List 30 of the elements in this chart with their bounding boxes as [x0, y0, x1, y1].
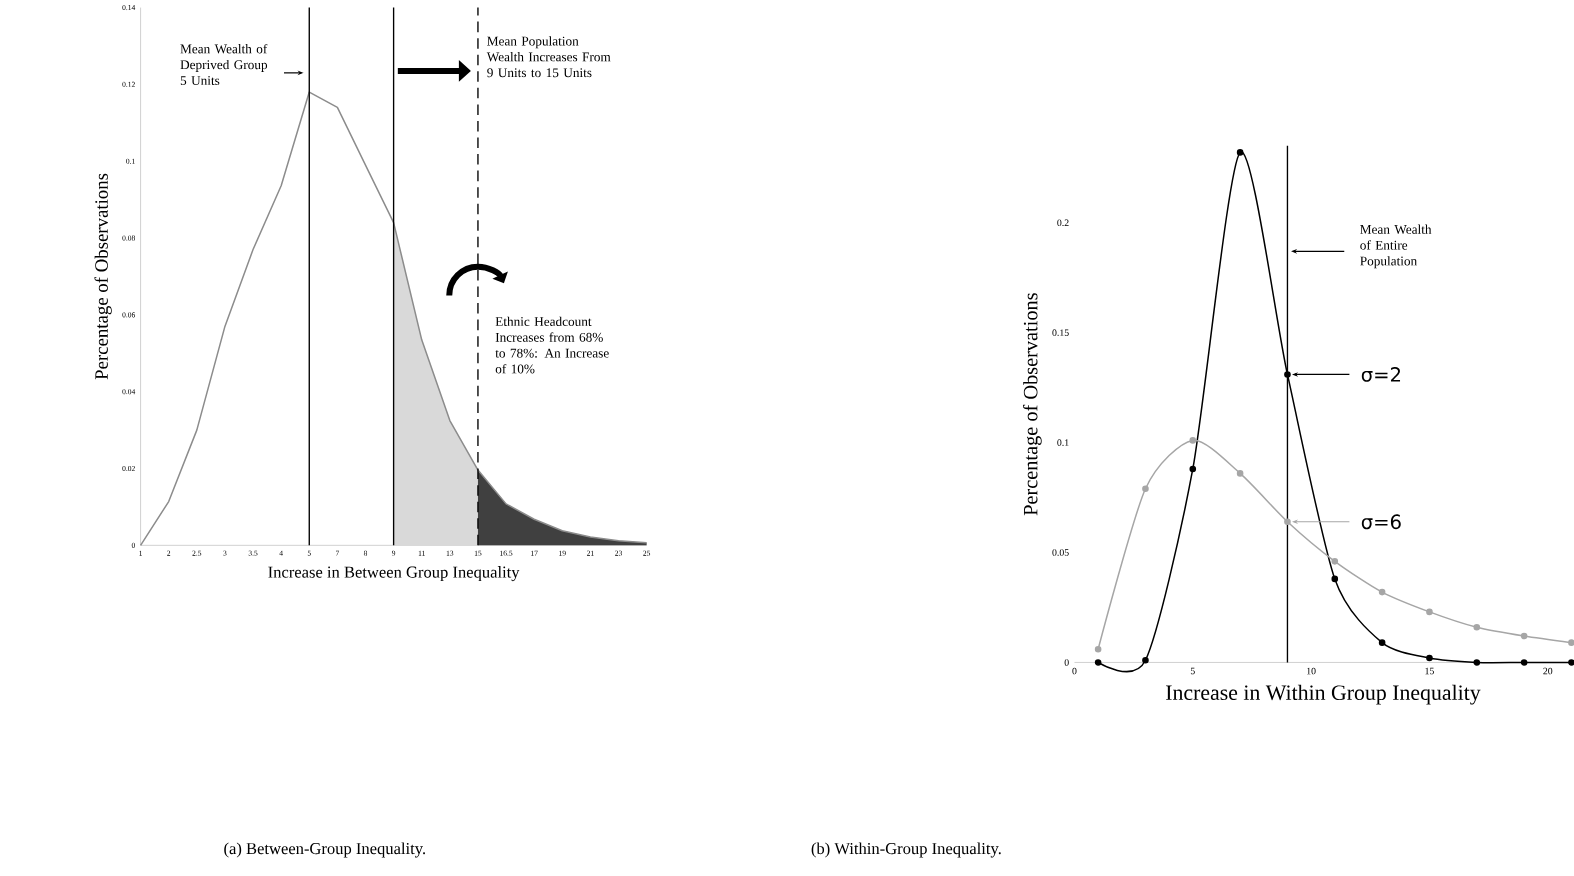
y-axis-title: Percentage of Observations — [94, 173, 112, 380]
text: (a) Between-Group Inequality. — [224, 842, 426, 858]
point — [1568, 659, 1574, 666]
text: (b) Within-Group Inequality. — [811, 842, 1001, 858]
point — [1189, 465, 1197, 473]
point — [1426, 654, 1433, 662]
point — [1094, 659, 1102, 666]
legend-label: σ=2 — [1361, 367, 1401, 383]
point — [1331, 558, 1339, 565]
point — [1426, 608, 1433, 616]
point — [1568, 639, 1574, 647]
y-axis-title: Percentage of Observations — [1023, 293, 1042, 516]
point — [1331, 575, 1339, 583]
point — [1094, 646, 1102, 653]
legend-label: σ=6 — [1361, 514, 1401, 530]
point — [1473, 624, 1481, 631]
point — [1284, 518, 1291, 526]
point — [1520, 659, 1528, 666]
point — [1284, 371, 1291, 378]
point — [1473, 659, 1481, 666]
point — [1236, 470, 1244, 477]
point — [1378, 639, 1386, 647]
x-axis-title: Increase in Within Group Inequality — [1166, 684, 1481, 705]
point — [1378, 588, 1386, 596]
point — [1142, 657, 1149, 664]
point — [1189, 437, 1197, 444]
x-axis-title: Increase in Between Group Inequality — [268, 566, 520, 582]
point — [1520, 632, 1528, 640]
point — [1236, 149, 1244, 156]
point — [1142, 485, 1149, 493]
